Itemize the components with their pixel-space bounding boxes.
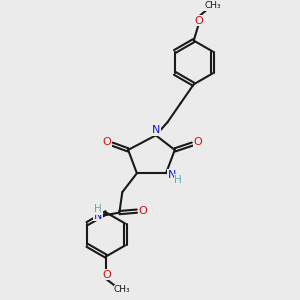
Text: O: O xyxy=(103,137,111,147)
Text: O: O xyxy=(102,270,111,280)
Text: N: N xyxy=(94,211,102,220)
Text: O: O xyxy=(193,137,202,147)
Text: O: O xyxy=(138,206,147,216)
Text: CH₃: CH₃ xyxy=(204,1,221,10)
Text: H: H xyxy=(174,175,182,185)
Text: O: O xyxy=(195,16,203,26)
Text: N: N xyxy=(152,125,160,135)
Text: CH₃: CH₃ xyxy=(114,285,130,294)
Text: H: H xyxy=(94,204,102,214)
Text: N: N xyxy=(168,170,176,180)
